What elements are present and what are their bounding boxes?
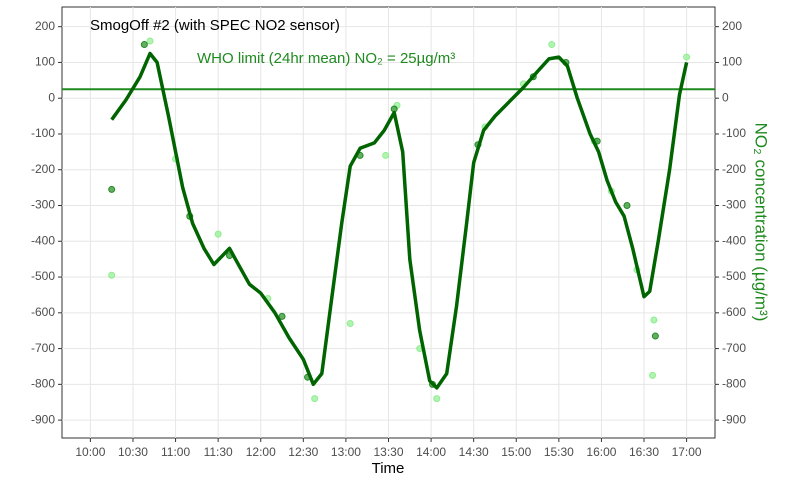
point bbox=[108, 185, 116, 193]
chart-title: SmogOff #2 (with SPEC NO2 sensor) bbox=[90, 17, 340, 34]
y2-tick-label: 100 bbox=[722, 55, 742, 69]
point bbox=[548, 41, 556, 49]
x-tick-label: 15:30 bbox=[544, 445, 574, 459]
y-tick-label: -500 bbox=[31, 269, 55, 283]
point bbox=[683, 53, 691, 61]
x-axis-label: Time bbox=[372, 460, 405, 477]
y2-tick-label: -100 bbox=[722, 126, 746, 140]
y2-tick-label: 200 bbox=[722, 19, 742, 33]
x-tick-label: 11:00 bbox=[161, 445, 190, 459]
y-tick-label: 0 bbox=[48, 90, 55, 104]
y-tick-label: -900 bbox=[31, 412, 55, 426]
point bbox=[140, 41, 148, 49]
point bbox=[108, 271, 116, 279]
y-tick-label: -300 bbox=[31, 198, 55, 212]
x-tick-label: 13:30 bbox=[373, 445, 403, 459]
point bbox=[649, 371, 657, 379]
annotation: WHO limit (24hr mean) NO₂ = 25µg/m³ bbox=[197, 50, 455, 67]
y2-axis-label: NO₂ concentration (µg/m³) bbox=[752, 123, 771, 322]
point bbox=[214, 230, 222, 238]
point bbox=[623, 202, 631, 210]
x-tick-label: 16:00 bbox=[586, 445, 616, 459]
y2-tick-label: -400 bbox=[722, 233, 746, 247]
y-tick-label: -700 bbox=[31, 341, 55, 355]
y-tick-label: -100 bbox=[31, 126, 55, 140]
y2-tick-label: -500 bbox=[722, 269, 746, 283]
point bbox=[146, 37, 154, 45]
y2-tick-label: -700 bbox=[722, 341, 746, 355]
y2-tick-label: -600 bbox=[722, 305, 746, 319]
x-tick-label: 16:30 bbox=[629, 445, 659, 459]
y-tick-label: 200 bbox=[35, 19, 55, 33]
grid bbox=[62, 7, 715, 438]
point bbox=[650, 316, 658, 324]
x-tick-label: 14:30 bbox=[459, 445, 489, 459]
y-tick-label: 100 bbox=[35, 55, 55, 69]
x-tick-label: 13:00 bbox=[331, 445, 361, 459]
point bbox=[651, 332, 659, 340]
x-tick-label: 10:30 bbox=[118, 445, 148, 459]
y-tick-label: -200 bbox=[31, 162, 55, 176]
x-tick-label: 17:00 bbox=[672, 445, 702, 459]
x-tick-label: 15:00 bbox=[501, 445, 531, 459]
point bbox=[311, 395, 319, 403]
y2-tick-label: -300 bbox=[722, 198, 746, 212]
x-tick-label: 11:30 bbox=[204, 445, 233, 459]
y2-tick-label: -200 bbox=[722, 162, 746, 176]
data bbox=[62, 37, 715, 403]
point bbox=[433, 395, 441, 403]
x-tick-label: 12:00 bbox=[246, 445, 276, 459]
x-tick-label: 14:00 bbox=[416, 445, 446, 459]
point bbox=[382, 151, 390, 159]
line bbox=[110, 51, 689, 390]
y-tick-label: -600 bbox=[31, 305, 55, 319]
x-tick-label: 12:30 bbox=[288, 445, 318, 459]
y2-tick-label: 0 bbox=[722, 90, 729, 104]
y-tick-label: -400 bbox=[31, 233, 55, 247]
point bbox=[346, 320, 354, 328]
y-tick-label: -800 bbox=[31, 377, 55, 391]
y2-tick-label: -900 bbox=[722, 412, 746, 426]
x-tick-label: 10:00 bbox=[75, 445, 105, 459]
y2-tick-label: -800 bbox=[722, 377, 746, 391]
point bbox=[278, 312, 286, 320]
